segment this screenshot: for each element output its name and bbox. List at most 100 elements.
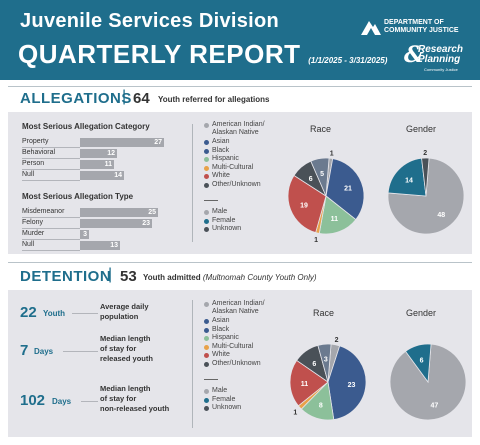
doj-mountain-icon <box>361 21 381 35</box>
detention-count: 53 <box>120 268 137 285</box>
bar-value-label: 27 <box>154 139 162 146</box>
bar-label: Misdemeanor <box>22 208 65 215</box>
legend-dot <box>204 336 209 341</box>
pie-value-label: 14 <box>405 178 413 185</box>
legend-dot <box>204 327 209 333</box>
pie-value-label: 1 <box>314 237 318 244</box>
bar-label: Null <box>22 241 35 248</box>
pie-slice <box>317 343 332 383</box>
bar-leader-line <box>22 239 80 240</box>
bar-value-label: 12 <box>107 150 115 157</box>
stat-label-line: Median length <box>100 334 151 343</box>
stat-leader-line <box>63 351 98 352</box>
stat-leader-line <box>81 401 98 402</box>
legend-race-item: Other/Unknown <box>212 180 261 188</box>
pie-value-label: 19 <box>300 202 308 209</box>
bar-label: Person <box>22 160 45 167</box>
stat-number: 22 <box>20 304 37 321</box>
detention-title: DETENTION <box>20 268 112 285</box>
legend-gender-item: Female <box>212 216 236 224</box>
bar-value-label: 14 <box>114 172 122 179</box>
pie-slice <box>421 157 430 197</box>
legend-dot <box>204 227 209 232</box>
pie-slice <box>325 158 365 221</box>
legend-race-item: Asian <box>212 317 230 324</box>
stat-label-line: of stay for <box>100 344 137 353</box>
pie-value-label: 6 <box>309 176 313 183</box>
pie-value-label: 23 <box>348 382 356 389</box>
race-pie-title: Race <box>310 124 332 134</box>
legend-dot <box>204 353 209 358</box>
stat-label: Average daily population <box>100 302 149 322</box>
category-heading: Most Serious Allegation Category <box>22 122 150 131</box>
legend-dot <box>204 302 209 307</box>
research-planning-logo: & Research Planning Community Justice <box>404 42 476 74</box>
detention-panel: 22 Youth Average daily population 7 Days Media… <box>8 290 472 437</box>
panel-divider <box>192 124 193 242</box>
legend-dot <box>204 361 209 367</box>
section-rule-top <box>8 86 472 87</box>
bar-label: Murder <box>22 230 45 237</box>
pie-value-label: 1 <box>293 410 297 417</box>
pie-value-label: 3 <box>324 357 328 364</box>
legend-race-item: Multi-Cultural <box>212 342 254 350</box>
bar <box>80 230 89 239</box>
bar <box>80 149 117 158</box>
legend-dot <box>204 174 209 179</box>
legend-dot <box>204 210 209 215</box>
stat-unit: Days <box>52 397 72 406</box>
legend-dot <box>204 406 209 411</box>
bar <box>80 208 158 217</box>
legend-dot <box>204 123 209 128</box>
legend-race-item: American Indian/ Alaskan Native <box>212 300 265 315</box>
legend-race-item: Asian <box>212 138 230 145</box>
rp-text: Research Planning <box>418 45 463 65</box>
stat-leader-line <box>72 313 98 314</box>
stat-label: Median length of stay for released youth <box>100 334 153 364</box>
detention-desc-text: Youth admitted <box>143 273 201 282</box>
stat-label-line: Average daily <box>100 302 149 311</box>
report-header: Juvenile Services Division QUARTERLY REP… <box>0 0 480 80</box>
legend-race-item: White <box>212 172 230 179</box>
bar <box>80 219 152 228</box>
pie-value-label: 5 <box>320 171 324 178</box>
stat-label-line: of stay for <box>100 394 137 403</box>
stat-label-line: released youth <box>100 354 153 363</box>
legend-race-item: Hispanic <box>212 334 239 341</box>
legend-gender-item: Unknown <box>212 404 242 411</box>
legend-race-item: American Indian/ Alaskan Native <box>212 121 265 136</box>
legend-race-item: White <box>212 351 230 358</box>
legend-dot <box>204 397 209 403</box>
legend-race-item: Black <box>212 146 230 154</box>
stat-label-line: Median length <box>100 384 151 393</box>
legend-dot <box>204 182 209 188</box>
bar-value-label: 25 <box>148 209 156 216</box>
bar-label: Null <box>22 171 35 178</box>
detention-separator: | <box>108 266 113 283</box>
rp-line1: Research <box>418 44 464 55</box>
rp-line2: Planning <box>418 54 461 65</box>
bar-value-label: 23 <box>142 220 150 227</box>
legend-race-item: Other/Unknown <box>212 359 261 367</box>
detention-divider <box>192 300 193 428</box>
gender-pie-title: Gender <box>406 124 437 134</box>
bar-leader-line <box>22 217 80 218</box>
legend-race-item: Multi-Cultural <box>212 163 254 171</box>
allegations-separator: | <box>122 88 127 105</box>
stat-number: 7 <box>20 342 29 359</box>
pie-value-label: 6 <box>420 357 424 364</box>
legend-gender-item: Unknown <box>212 225 242 232</box>
pie-value-label: 21 <box>344 186 352 193</box>
bar <box>80 160 114 169</box>
det-race-pie-title: Race <box>313 308 335 318</box>
bar <box>80 171 124 180</box>
legend-race-item: Black <box>212 325 230 333</box>
pie-slice <box>289 359 329 407</box>
rp-ampersand: & <box>404 42 424 68</box>
bar-leader-line <box>22 147 80 148</box>
legend-gender-item: Male <box>212 387 228 394</box>
pie-value-label: 6 <box>312 361 316 368</box>
pie-slice <box>387 157 427 197</box>
pie-value-label: 11 <box>301 381 309 388</box>
